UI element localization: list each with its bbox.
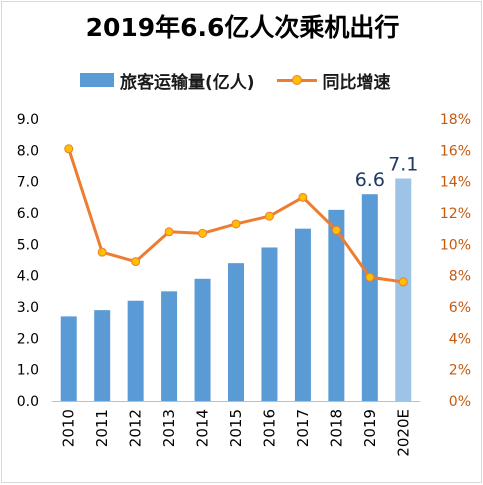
- x-axis-tick-label: 2011: [93, 409, 111, 447]
- bar-2018: [328, 209, 345, 401]
- x-axis-tick-label: 2020E: [394, 409, 412, 457]
- growth-point-2013: [164, 227, 174, 237]
- bar-2010: [60, 316, 77, 401]
- right-axis-tick-label: 4%: [449, 331, 471, 347]
- bar-2011: [94, 310, 111, 401]
- growth-point-2011: [97, 247, 107, 257]
- growth-line: [67, 148, 404, 284]
- right-axis-tick-label: 0%: [449, 394, 471, 410]
- data-label-2020E: 7.1: [388, 154, 418, 176]
- x-axis-tick-label: 2010: [60, 409, 78, 447]
- bar-2013: [161, 291, 178, 401]
- growth-point-2019: [365, 272, 375, 282]
- right-axis-tick-label: 14%: [440, 175, 471, 191]
- legend-label-passengers: 旅客运输量(亿人): [120, 72, 255, 93]
- left-axis-tick-label: 2.0: [17, 331, 39, 347]
- legend-label-growth: 同比增速: [322, 72, 391, 93]
- legend-line-swatch: [276, 73, 317, 87]
- data-label-2019: 6.6: [355, 169, 385, 191]
- x-axis-tick-label: 2017: [294, 409, 312, 447]
- bar-2015: [228, 263, 244, 401]
- x-axis-tick-label: 2018: [327, 409, 345, 447]
- chart-title: 2019年6.6亿人次乘机出行: [85, 13, 400, 42]
- left-axis-tick-label: 8.0: [17, 143, 39, 159]
- bar-2017: [294, 228, 311, 401]
- legend-bar-swatch: [80, 73, 114, 87]
- growth-point-2014: [198, 228, 208, 238]
- chart-legend: 旅客运输量(亿人) 同比增速: [80, 68, 391, 93]
- growth-point-2017: [298, 192, 308, 202]
- x-axis-tick-label: 2019: [361, 409, 379, 447]
- x-axis-tick-label: 2013: [160, 409, 178, 447]
- bar-2016: [261, 247, 278, 401]
- left-axis-tick-label: 4.0: [17, 269, 39, 285]
- left-axis-tick-label: 3.0: [17, 300, 39, 316]
- left-axis-tick-label: 9.0: [17, 112, 39, 128]
- x-axis-tick-label: 2012: [127, 409, 145, 447]
- bar-2012: [127, 300, 144, 401]
- bar-2014: [194, 278, 211, 401]
- growth-point-2016: [264, 211, 274, 221]
- right-axis-tick-label: 10%: [440, 237, 471, 253]
- left-axis-tick-label: 0.0: [17, 394, 39, 410]
- left-axis-tick-label: 7.0: [17, 175, 39, 191]
- right-axis-tick-label: 16%: [440, 143, 471, 159]
- bar-2019: [361, 194, 378, 401]
- right-axis-tick-label: 12%: [440, 206, 471, 222]
- left-axis-tick-label: 5.0: [17, 237, 39, 253]
- growth-point-2015: [231, 219, 241, 229]
- left-axis-tick-label: 6.0: [17, 206, 39, 222]
- x-axis-tick-label: 2014: [194, 409, 212, 447]
- right-axis-tick-label: 18%: [440, 112, 471, 128]
- right-axis-tick-label: 6%: [449, 300, 471, 316]
- growth-point-2012: [131, 257, 141, 267]
- growth-point-2020E: [398, 277, 408, 287]
- bar-2020E: [395, 178, 412, 401]
- growth-point-2018: [331, 225, 341, 235]
- x-axis-tick-label: 2015: [227, 409, 245, 447]
- growth-point-2010: [64, 144, 74, 154]
- right-axis-tick-label: 2%: [449, 363, 471, 379]
- right-axis-tick-label: 8%: [449, 269, 471, 285]
- left-axis-tick-label: 1.0: [17, 363, 39, 379]
- x-axis-tick-label: 2016: [260, 409, 278, 447]
